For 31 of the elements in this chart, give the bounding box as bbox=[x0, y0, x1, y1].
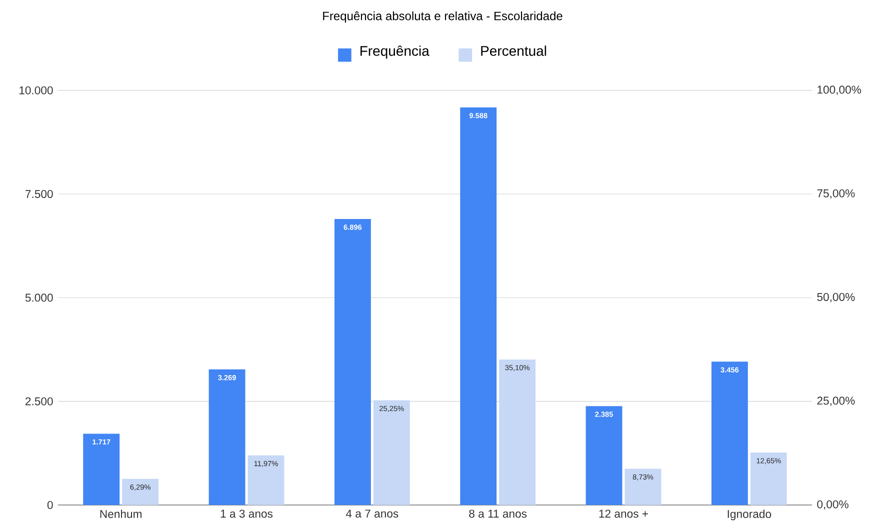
bar bbox=[334, 219, 371, 505]
x-tick-label: Nenhum bbox=[100, 510, 142, 518]
bar bbox=[711, 362, 748, 505]
y2-tick-label: 100,00% bbox=[818, 86, 862, 95]
y-tick-label: 5.000 bbox=[25, 294, 53, 302]
y2-tick-label: 75,00% bbox=[817, 189, 855, 199]
bar bbox=[750, 452, 787, 505]
y2-tick-label: 25,00% bbox=[817, 396, 855, 406]
x-tick-label: Ignorado bbox=[728, 510, 772, 520]
y-tick-label: 10.000 bbox=[19, 86, 53, 94]
x-tick-label: 4 a 7 anos bbox=[346, 510, 398, 518]
bar bbox=[586, 406, 622, 505]
chart-title: Frequência absoluta e relativa - Escolaridade bbox=[323, 11, 562, 23]
bar bbox=[83, 434, 120, 505]
bar bbox=[373, 400, 410, 505]
bar bbox=[248, 455, 284, 505]
bar bbox=[624, 468, 662, 505]
x-tick-label: 1 a 3 anos bbox=[220, 510, 273, 518]
y2-tick-label: 50,00% bbox=[817, 292, 855, 302]
bar bbox=[122, 478, 159, 505]
bar bbox=[499, 359, 536, 505]
x-tick-label: 12 anos + bbox=[599, 510, 648, 518]
y2-tick-label: 0,00% bbox=[817, 500, 848, 510]
y-tick-label: 2.500 bbox=[26, 397, 53, 406]
bar bbox=[460, 107, 497, 505]
legend-label: Percentual bbox=[481, 46, 546, 56]
y-tick-label: 0 bbox=[47, 500, 53, 509]
x-tick-label: 8 a 11 anos bbox=[469, 510, 527, 518]
bar bbox=[208, 369, 246, 505]
y-tick-label: 7.500 bbox=[26, 190, 53, 198]
legend-label: Frequência bbox=[360, 46, 430, 59]
